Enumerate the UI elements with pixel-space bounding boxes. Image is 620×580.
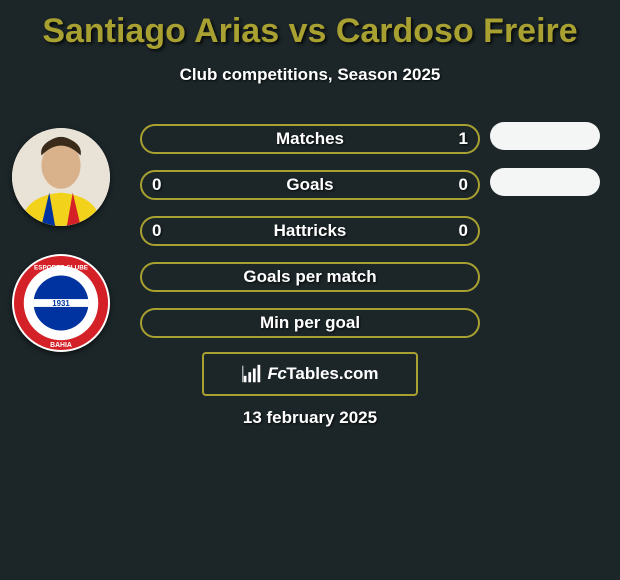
subtitle: Club competitions, Season 2025 (0, 65, 620, 85)
stat-label: Matches (192, 129, 428, 149)
stat-row-goals: 0 Goals 0 (140, 170, 480, 200)
stat-left-value: 0 (152, 221, 192, 241)
club-badge-icon: 1931 ESPORTE CLUBE BAHIA (12, 254, 110, 352)
stat-right-value: 0 (428, 221, 468, 241)
stat-label: Goals (192, 175, 428, 195)
brand-rest: Tables.com (286, 364, 378, 383)
stat-row-hattricks: 0 Hattricks 0 (140, 216, 480, 246)
badge-year: 1931 (52, 299, 70, 308)
stat-left-value: 0 (152, 175, 192, 195)
stats-column: Matches 1 0 Goals 0 0 Hattricks 0 Goals … (140, 124, 480, 354)
stat-row-goals-per-match: Goals per match (140, 262, 480, 292)
brand-prefix: Fc (267, 364, 286, 383)
comparison-pill (490, 168, 600, 196)
date-text: 13 february 2025 (0, 408, 620, 428)
stat-label: Hattricks (192, 221, 428, 241)
badge-top-text: ESPORTE CLUBE (34, 265, 88, 272)
stat-right-value: 1 (428, 129, 468, 149)
stat-label: Goals per match (192, 267, 428, 287)
stat-right-value: 0 (428, 175, 468, 195)
stat-row-matches: Matches 1 (140, 124, 480, 154)
stat-label: Min per goal (192, 313, 428, 333)
pills-column (490, 122, 600, 214)
page-title: Santiago Arias vs Cardoso Freire (0, 0, 620, 51)
brand-box: FcTables.com (202, 352, 418, 396)
bar-chart-icon (241, 363, 263, 385)
club-badge-avatar: 1931 ESPORTE CLUBE BAHIA (12, 254, 110, 352)
stat-row-min-per-goal: Min per goal (140, 308, 480, 338)
badge-bottom-text: BAHIA (50, 342, 72, 349)
player-avatar (12, 128, 110, 226)
comparison-pill (490, 122, 600, 150)
avatar-column: 1931 ESPORTE CLUBE BAHIA (12, 128, 112, 380)
player-silhouette-icon (12, 128, 110, 226)
brand-text: FcTables.com (267, 364, 378, 384)
